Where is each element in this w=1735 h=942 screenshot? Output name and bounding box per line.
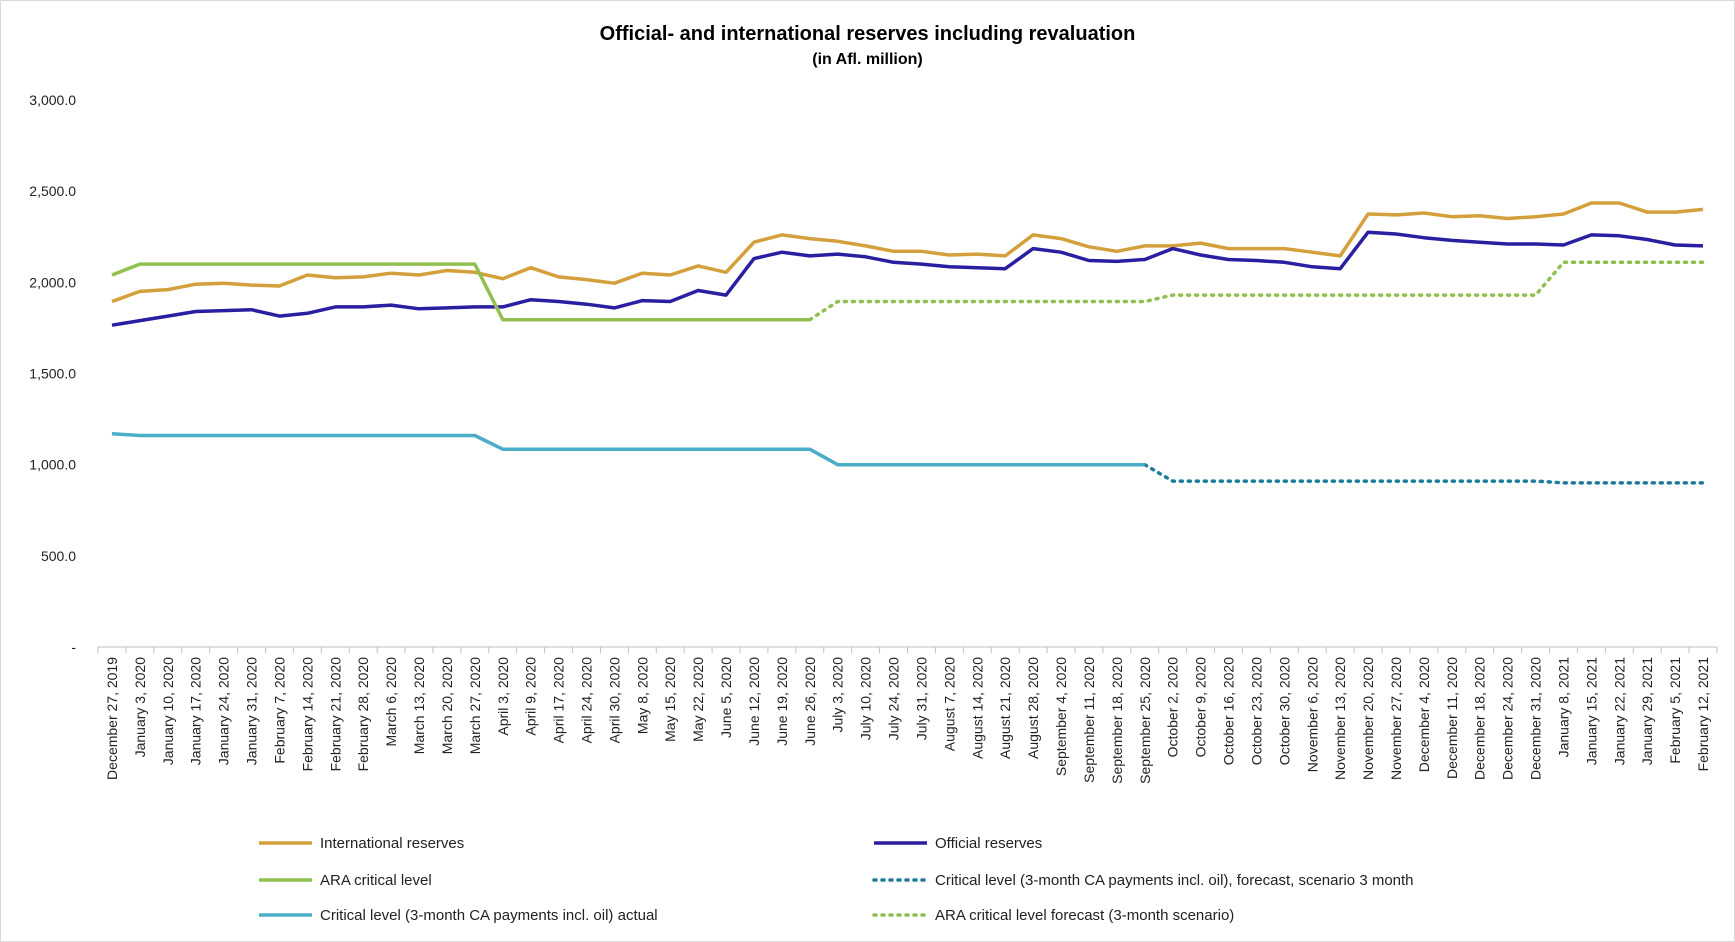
x-tick-label: December 27, 2019 [104, 657, 120, 780]
legend-label: Critical level (3-month CA payments incl… [320, 907, 658, 924]
x-tick-label: April 3, 2020 [495, 657, 511, 736]
x-tick-label: April 30, 2020 [606, 657, 622, 744]
x-tick-label: September 11, 2020 [1081, 657, 1097, 783]
x-tick-label: January 31, 2020 [244, 657, 260, 765]
y-tick-label: - [71, 639, 76, 655]
x-tick-label: February 7, 2020 [271, 657, 287, 764]
x-tick-label: September 18, 2020 [1109, 657, 1125, 784]
y-tick-label: 3,000.0 [29, 92, 76, 108]
x-tick-label: May 22, 2020 [690, 657, 706, 742]
x-tick-label: August 21, 2020 [997, 657, 1013, 759]
y-tick-label: 500.0 [41, 548, 76, 564]
x-tick-label: August 14, 2020 [969, 657, 985, 759]
x-tick-label: November 20, 2020 [1360, 657, 1376, 780]
y-tick-label: 1,500.0 [29, 366, 76, 382]
y-tick-label: 2,000.0 [29, 274, 76, 290]
x-tick-label: January 10, 2020 [160, 657, 176, 765]
x-tick-label: January 22, 2021 [1611, 657, 1627, 765]
series-line-1 [111, 230, 1704, 327]
x-tick-label: June 12, 2020 [746, 657, 762, 746]
x-tick-label: March 27, 2020 [467, 657, 483, 754]
x-tick-label: December 11, 2020 [1444, 657, 1460, 779]
series-line-5 [808, 260, 1705, 322]
series-line-2 [111, 262, 810, 322]
x-tick-label: February 5, 2021 [1667, 657, 1683, 764]
x-tick-label: July 24, 2020 [886, 657, 902, 740]
x-tick-label: April 17, 2020 [551, 657, 567, 744]
x-tick-label: January 29, 2021 [1639, 657, 1655, 765]
x-tick-label: December 4, 2020 [1416, 657, 1432, 772]
x-tick-label: December 24, 2020 [1500, 657, 1516, 780]
x-tick-label: June 5, 2020 [718, 657, 734, 738]
x-tick-label: July 10, 2020 [858, 657, 874, 740]
x-tick-label: September 25, 2020 [1137, 657, 1153, 784]
x-tick-label: February 28, 2020 [355, 657, 371, 772]
x-tick-label: June 26, 2020 [802, 657, 818, 746]
x-tick-label: January 24, 2020 [216, 657, 232, 765]
x-tick-label: November 27, 2020 [1388, 657, 1404, 780]
legend-label: Official reserves [935, 835, 1042, 852]
x-tick-label: October 30, 2020 [1276, 657, 1292, 765]
x-tick-label: February 12, 2021 [1695, 657, 1711, 772]
x-tick-label: January 15, 2021 [1583, 657, 1599, 765]
x-tick-label: March 13, 2020 [411, 657, 427, 754]
chart-title: Official- and international reserves inc… [599, 23, 1136, 45]
x-tick-label: July 3, 2020 [830, 657, 846, 733]
x-tick-label: December 18, 2020 [1472, 657, 1488, 780]
x-tick-label: February 14, 2020 [299, 657, 315, 772]
x-tick-label: July 31, 2020 [913, 657, 929, 740]
x-tick-label: November 6, 2020 [1304, 657, 1320, 772]
x-tick-label: April 24, 2020 [578, 657, 594, 744]
x-tick-label: June 19, 2020 [774, 657, 790, 746]
x-tick-label: March 20, 2020 [439, 657, 455, 754]
x-tick-label: November 13, 2020 [1332, 657, 1348, 780]
x-tick-label: September 4, 2020 [1053, 657, 1069, 776]
x-tick-label: May 8, 2020 [634, 657, 650, 734]
legend-label: ARA critical level forecast (3-month sce… [935, 907, 1234, 924]
x-tick-label: May 15, 2020 [662, 657, 678, 742]
x-tick-label: December 31, 2020 [1528, 657, 1544, 780]
x-tick-label: January 17, 2020 [188, 657, 204, 765]
x-tick-label: October 2, 2020 [1165, 657, 1181, 758]
x-tick-label: March 6, 2020 [383, 657, 399, 747]
series-line-3 [1143, 462, 1705, 485]
x-tick-label: January 3, 2020 [132, 657, 148, 758]
legend-label: Critical level (3-month CA payments incl… [935, 872, 1414, 889]
x-tick-label: February 21, 2020 [327, 657, 343, 772]
legend-label: International reserves [320, 835, 464, 852]
legend-label: ARA critical level [320, 872, 432, 889]
x-tick-label: October 23, 2020 [1248, 657, 1264, 765]
y-tick-label: 1,000.0 [29, 457, 76, 473]
x-tick-label: August 28, 2020 [1025, 657, 1041, 759]
y-tick-label: 2,500.0 [29, 183, 76, 199]
x-tick-label: August 7, 2020 [941, 657, 957, 751]
series-line-4 [111, 431, 1145, 467]
x-tick-label: October 9, 2020 [1193, 657, 1209, 758]
x-tick-label: January 8, 2021 [1555, 657, 1571, 758]
x-tick-label: April 9, 2020 [523, 657, 539, 736]
x-tick-label: October 16, 2020 [1221, 657, 1237, 765]
chart-subtitle: (in Afl. million) [812, 51, 923, 68]
series-line-0 [111, 201, 1704, 304]
